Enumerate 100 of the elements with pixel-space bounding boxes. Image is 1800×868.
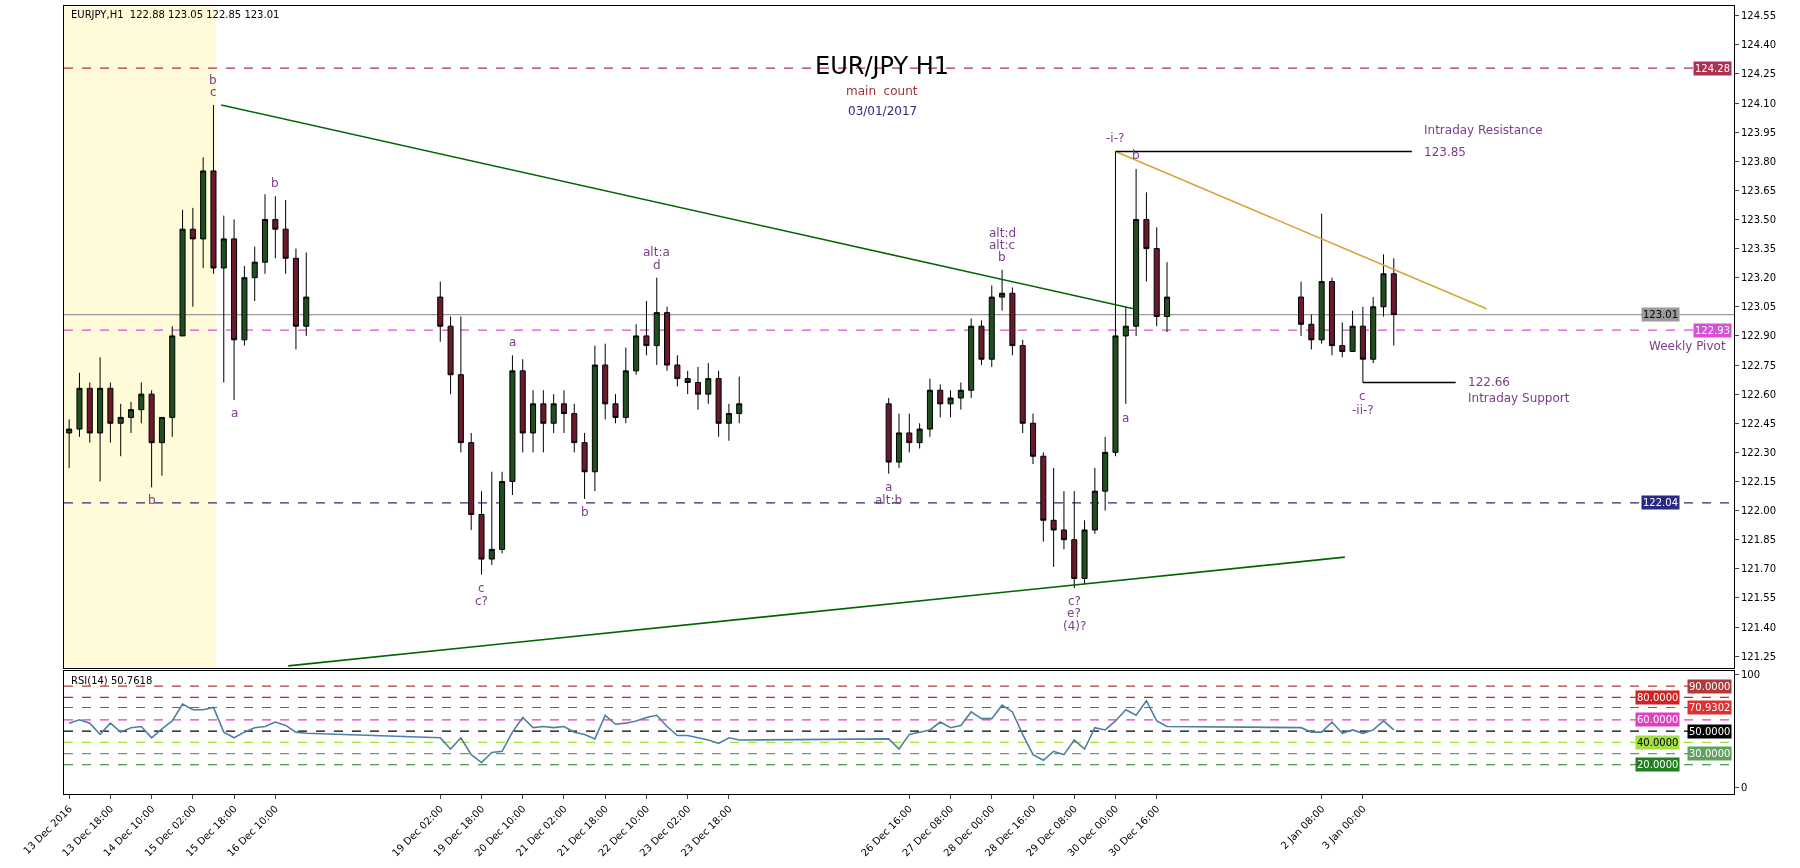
candlestick <box>272 195 279 259</box>
candlestick <box>999 269 1006 312</box>
y-tick-label: 122.00 <box>1741 505 1776 517</box>
candlestick <box>138 381 145 424</box>
candlestick <box>736 376 743 424</box>
annotation: alt:c <box>989 238 1016 252</box>
annotation: b <box>271 176 279 190</box>
candlestick <box>437 281 444 343</box>
candlestick <box>906 413 913 453</box>
ref-line-label: 40.0000 <box>1637 737 1679 748</box>
candlestick <box>968 317 975 399</box>
ref-line-label: 122.93 <box>1695 325 1730 336</box>
candlestick <box>241 265 248 347</box>
annotation: c <box>210 85 217 99</box>
candlestick <box>282 199 289 275</box>
annotation: c <box>1359 389 1366 403</box>
y-tick-label: 121.55 <box>1741 592 1776 604</box>
candlestick <box>1081 519 1088 585</box>
candlestick <box>509 354 516 496</box>
annotation: alt:d <box>989 226 1017 240</box>
candlestick <box>1040 451 1047 543</box>
y-tick-label: 122.15 <box>1741 475 1776 487</box>
candlestick <box>916 422 923 449</box>
y-tick-label: 121.85 <box>1741 534 1776 546</box>
annotation: 122.66 <box>1468 375 1510 389</box>
candlestick <box>1370 296 1377 364</box>
y-tick-label: 124.55 <box>1741 10 1776 22</box>
candlestick <box>1349 310 1356 352</box>
candlestick <box>957 381 964 411</box>
candlestick <box>550 393 557 434</box>
candlestick <box>1339 321 1346 358</box>
candlestick <box>653 277 660 366</box>
candlestick <box>1050 467 1057 568</box>
candlestick <box>988 284 995 368</box>
candlestick <box>1019 339 1026 434</box>
y-tick-label: 121.25 <box>1741 650 1776 662</box>
candlestick <box>117 403 124 457</box>
candlestick <box>1390 257 1397 347</box>
annotation: b <box>998 250 1006 264</box>
y-tick-label: 122.75 <box>1741 359 1776 371</box>
y-tick-label: 123.35 <box>1741 243 1776 255</box>
candlestick <box>1122 306 1129 405</box>
annotation: EURJPY,H1 122.88 123.05 122.85 123.01 <box>71 9 280 20</box>
candlestick <box>540 389 547 453</box>
y-tick-label: 123.05 <box>1741 301 1776 313</box>
candlestick <box>1328 277 1335 356</box>
candlestick <box>1060 490 1067 550</box>
annotation: c? <box>1068 594 1081 608</box>
candlestick <box>478 490 485 576</box>
annotation: b <box>148 493 156 507</box>
candlestick <box>674 354 681 387</box>
candlestick <box>499 471 506 554</box>
annotation: alt:a <box>643 245 670 259</box>
candlestick <box>705 362 712 405</box>
candlestick <box>1308 314 1315 350</box>
annotation: c <box>478 581 485 595</box>
y-tick-label: 123.50 <box>1741 213 1776 225</box>
annotation: b <box>581 505 589 519</box>
ref-line-label: 90.0000 <box>1689 681 1731 692</box>
annotation: d <box>653 258 661 272</box>
y-tick-label: 123.80 <box>1741 155 1776 167</box>
candlestick <box>926 378 933 438</box>
annotation: 123.85 <box>1424 145 1466 159</box>
annotation: Weekly Pivot <box>1649 339 1726 353</box>
candlestick <box>169 325 176 438</box>
annotation: -ii-? <box>1352 403 1374 417</box>
candlestick <box>1009 286 1016 356</box>
line-series <box>68 699 1395 764</box>
y-tick-label: 124.25 <box>1741 68 1776 80</box>
candlestick <box>303 251 310 337</box>
candlestick <box>684 370 691 395</box>
y-tick-label: 122.60 <box>1741 388 1776 400</box>
y-tick-label: 121.40 <box>1741 621 1776 633</box>
ref-line-label: 70.9302 <box>1689 702 1731 713</box>
candlestick <box>261 193 269 275</box>
candlestick <box>200 156 207 269</box>
text: EUR/JPY H1 <box>815 52 950 80</box>
candlestick <box>571 403 578 453</box>
annotation: a <box>509 335 517 349</box>
candlestick <box>76 372 83 438</box>
y-tick-label: 0 <box>1741 781 1748 793</box>
candlestick <box>231 218 238 401</box>
ref-line-label: 123.01 <box>1643 309 1678 320</box>
candlestick <box>633 323 640 376</box>
candlestick <box>581 432 588 500</box>
ref-line-label: 50.0000 <box>1689 726 1731 737</box>
candlestick <box>715 370 722 438</box>
annotation: Intraday Resistance <box>1424 123 1543 137</box>
candlestick <box>1318 213 1325 345</box>
candlestick <box>189 207 196 308</box>
candlestick <box>1143 191 1150 283</box>
annotation: -i-? <box>1106 131 1125 145</box>
ref-line-label: 80.0000 <box>1637 692 1679 703</box>
candlestick <box>947 389 954 418</box>
candlestick <box>107 381 114 444</box>
annotation: a <box>885 480 893 494</box>
y-tick-label: 123.20 <box>1741 272 1776 284</box>
y-tick-label: 123.65 <box>1741 184 1776 196</box>
candlestick <box>86 381 93 444</box>
y-tick-label: 100 <box>1741 669 1761 681</box>
